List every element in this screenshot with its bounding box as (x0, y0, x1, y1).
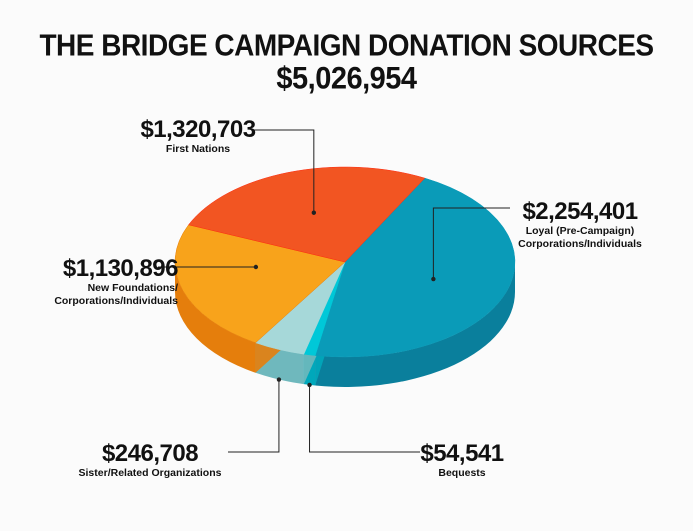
leader-bequests (309, 384, 420, 453)
pie-side-0 (315, 262, 515, 387)
pie-slice-4 (188, 166, 426, 263)
name-loyal-line2: Corporations/Individuals (518, 238, 642, 250)
leader-first-nations-head (311, 210, 317, 215)
chart-title: THE BRIDGE CAMPAIGN DONATION SOURCES (39, 28, 654, 63)
slice-label-loyal: $2,254,401 Loyal (Pre-Campaign) Corporat… (500, 199, 660, 251)
leader-bequests-head (307, 382, 312, 388)
amount-bequests: $54,541 (420, 440, 504, 467)
slice-label-sister: $246,708 Sister/Related Organizations (60, 441, 240, 480)
amount-sister: $246,708 (101, 440, 199, 467)
slice-label-first-nations: $1,320,703 First Nations (128, 117, 268, 156)
leader-sister-head (276, 377, 282, 382)
name-new-foundations-line1: New Foundations/ (87, 282, 178, 294)
leader-loyal (432, 207, 510, 280)
slice-label-new-foundations: $1,130,896 New Foundations/ Corporations… (20, 256, 178, 308)
pie-slice-0 (314, 177, 516, 358)
leader-loyal-head (431, 276, 436, 282)
chart-total: $5,026,954 (276, 61, 417, 97)
name-loyal-line1: Loyal (Pre-Campaign) (525, 225, 635, 237)
amount-first-nations: $1,320,703 (140, 116, 256, 143)
amount-new-foundations: $1,130,896 (62, 255, 179, 282)
name-bequests: Bequests (438, 467, 486, 479)
leader-new-foundations-head (253, 264, 259, 270)
slice-label-bequests: $54,541 Bequests (397, 441, 527, 480)
pie-slice-3 (174, 224, 346, 344)
name-new-foundations-line2: Corporations/Individuals (54, 295, 178, 307)
name-first-nations: First Nations (165, 143, 231, 155)
leader-sister (228, 379, 280, 453)
pie-side-3 (175, 262, 256, 373)
name-sister: Sister/Related Organizations (78, 467, 222, 479)
leader-first-nations (252, 129, 315, 213)
amount-loyal: $2,254,401 (522, 198, 638, 225)
